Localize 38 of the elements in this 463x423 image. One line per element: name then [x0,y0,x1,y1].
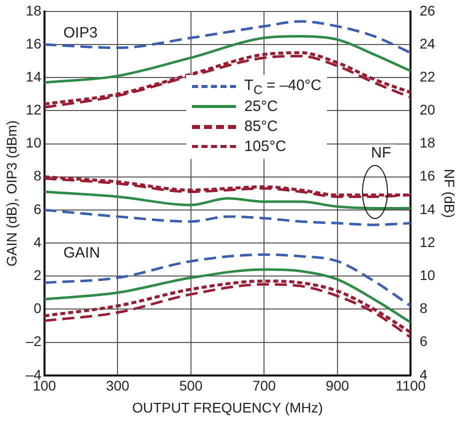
annotation: NF [371,144,392,162]
legend-label: 85°C [244,118,278,136]
y-tick-label: 8 [34,168,42,184]
x-tick-label: 100 [32,378,56,394]
x-tick-label: 900 [326,378,350,394]
y-tick-label: 18 [26,2,42,18]
legend-label: T$_{C}$ = –40°C [244,76,322,97]
y-tick-label: 10 [26,134,42,151]
y2-tick-label: 24 [420,35,436,52]
legend-label: 105°C [244,138,286,156]
x-axis-title: OUTPUT FREQUENCY (MHz) [132,399,323,416]
y-tick-label: 14 [26,68,42,84]
legend-label: 25°C [244,98,278,116]
y2-tick-label: 8 [420,300,428,316]
y-tick-label: 2 [34,266,42,283]
y2-tick-label: 10 [420,266,436,283]
annotation: OIP3 [63,24,98,42]
y2-tick-label: 22 [420,68,436,84]
y-tick-label: 4 [34,234,42,250]
annotation: GAIN [63,244,100,262]
x-tick-label: 300 [106,378,130,394]
x-tick-label: 700 [252,378,276,394]
y-tick-label: 12 [26,102,42,118]
y2-tick-label: 6 [420,333,428,350]
y2-tick-label: 14 [420,200,436,217]
y-tick-label: 16 [26,35,42,52]
y2-tick-label: 18 [420,134,436,151]
y-tick-label: 0 [34,300,42,316]
y-axis-title: GAIN (dB), OIP3 (dBm) [3,120,20,267]
y2-tick-label: 16 [420,168,436,184]
y2-axis-title: NF (dB) [442,168,458,218]
y-tick-label: 6 [34,200,42,217]
x-tick-label: 500 [179,378,203,394]
y2-tick-label: 26 [420,2,436,18]
y2-tick-label: 20 [420,102,436,118]
y2-tick-label: 12 [420,234,436,250]
x-tick-label: 1100 [396,378,426,394]
y-tick-label: –2 [26,333,42,350]
